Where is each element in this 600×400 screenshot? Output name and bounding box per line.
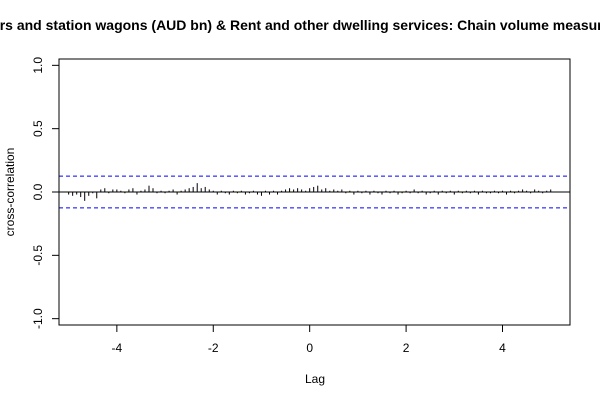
y-axis-label: cross-correlation — [3, 148, 17, 237]
bars — [68, 183, 552, 201]
x-tick-label: 0 — [306, 341, 313, 355]
y-tick-label: -0.5 — [31, 245, 45, 266]
confidence-bounds — [59, 175, 570, 209]
x-tick-label: 4 — [499, 341, 506, 355]
x-tick-label: -4 — [112, 341, 123, 355]
y-tick-label: 1.0 — [31, 57, 45, 74]
y-axis: -1.0 -0.5 0.0 0.5 1.0 — [31, 57, 60, 329]
x-tick-label: -2 — [208, 341, 219, 355]
y-tick-label: 0.0 — [31, 183, 45, 200]
x-axis-label: Lag — [305, 372, 325, 386]
x-axis: -4 -2 0 2 4 — [112, 324, 506, 355]
x-tick-label: 2 — [403, 341, 410, 355]
y-tick-label: -1.0 — [31, 308, 45, 329]
y-tick-label: 0.5 — [31, 120, 45, 137]
chart-title: Cars and station wagons (AUD bn) & Rent … — [0, 17, 600, 33]
